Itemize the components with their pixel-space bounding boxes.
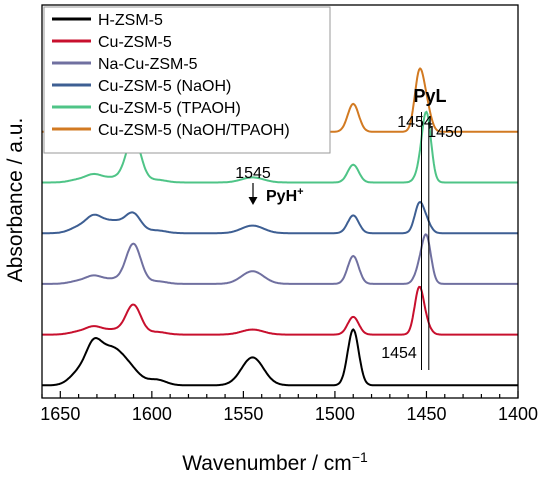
pyl-label: PyL [413, 86, 446, 106]
series-line-2 [42, 233, 518, 285]
bottom-1454-label: 1454 [381, 345, 417, 362]
pyh-label: PyH+ [266, 186, 304, 205]
annotations: PyL 1454 1450 1545 PyH+ 1454 [235, 86, 463, 370]
x-axis-ticks: 1650 1600 1550 1500 1450 1400 [40, 391, 538, 424]
series-line-3 [42, 200, 518, 235]
legend-label: Cu-ZSM-5 (NaOH/TPAOH) [98, 122, 290, 139]
legend-label: Cu-ZSM-5 (NaOH) [98, 78, 231, 95]
legend-label: Na-Cu-ZSM-5 [98, 56, 198, 73]
x-axis-title: Wavenumber / cm−1 [182, 449, 368, 475]
x-tick-label: 1550 [223, 404, 263, 424]
pyl-1454-label: 1454 [397, 114, 433, 131]
x-tick-label: 1500 [315, 404, 355, 424]
pyl-1450-label: 1450 [427, 124, 463, 141]
legend-label: Cu-ZSM-5 [98, 34, 172, 51]
legend-items: H-ZSM-5 Cu-ZSM-5 Na-Cu-ZSM-5 Cu-ZSM-5 (NaOH… [52, 12, 290, 139]
legend-box [43, 6, 331, 154]
legend-label: Cu-ZSM-5 (TPAOH) [98, 100, 241, 117]
series-line-0 [42, 328, 518, 387]
legend-label: H-ZSM-5 [98, 12, 163, 29]
legend: H-ZSM-5 Cu-ZSM-5 Na-Cu-ZSM-5 Cu-ZSM-5 (NaOH… [43, 6, 331, 154]
series-line-1 [42, 285, 518, 336]
pyh-wavenumber-label: 1545 [235, 165, 271, 182]
x-tick-label: 1650 [40, 404, 80, 424]
series-line-4 [42, 110, 518, 184]
x-tick-label: 1400 [498, 404, 538, 424]
pyh-arrow-head [248, 197, 258, 205]
y-axis-title: Absorbance / a.u. [4, 118, 27, 283]
x-tick-label: 1600 [132, 404, 172, 424]
x-tick-label: 1450 [406, 404, 446, 424]
